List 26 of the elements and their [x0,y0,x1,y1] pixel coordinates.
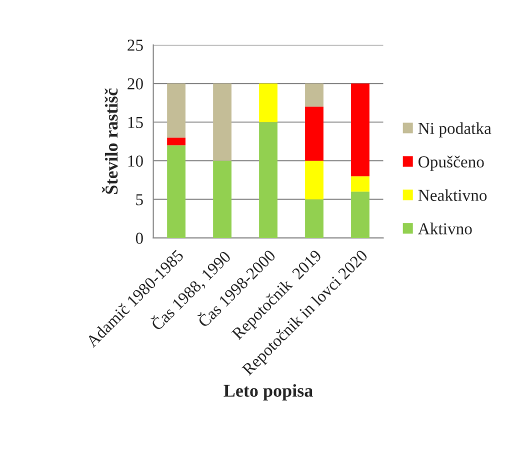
legend-label: Neaktivno [418,189,487,201]
bar [351,84,370,176]
bar [259,122,278,238]
y-tick-label: 0 [136,232,143,244]
bar [259,84,278,122]
bar [213,84,232,161]
bar [167,145,186,238]
bar [213,160,232,238]
legend-label: Aktivno [418,222,472,234]
legend-label: Opuščeno [418,156,484,171]
y-tick-label: 25 [128,40,143,51]
x-axis-title: Leto popisa [224,384,313,400]
bar [167,84,186,138]
y-tick-label: 15 [128,116,143,128]
bar [351,192,370,238]
bar [305,199,324,238]
y-tick-label: 20 [128,78,143,90]
bar [167,138,186,146]
y-tick-label: 10 [128,155,143,167]
bar [305,106,324,161]
y-tick-label: 5 [136,194,143,206]
bar [305,84,324,107]
bar [351,176,370,192]
legend-label: Ni podatka [418,122,492,138]
bar [305,160,324,200]
y-axis-title: Število rastišč [102,88,118,194]
